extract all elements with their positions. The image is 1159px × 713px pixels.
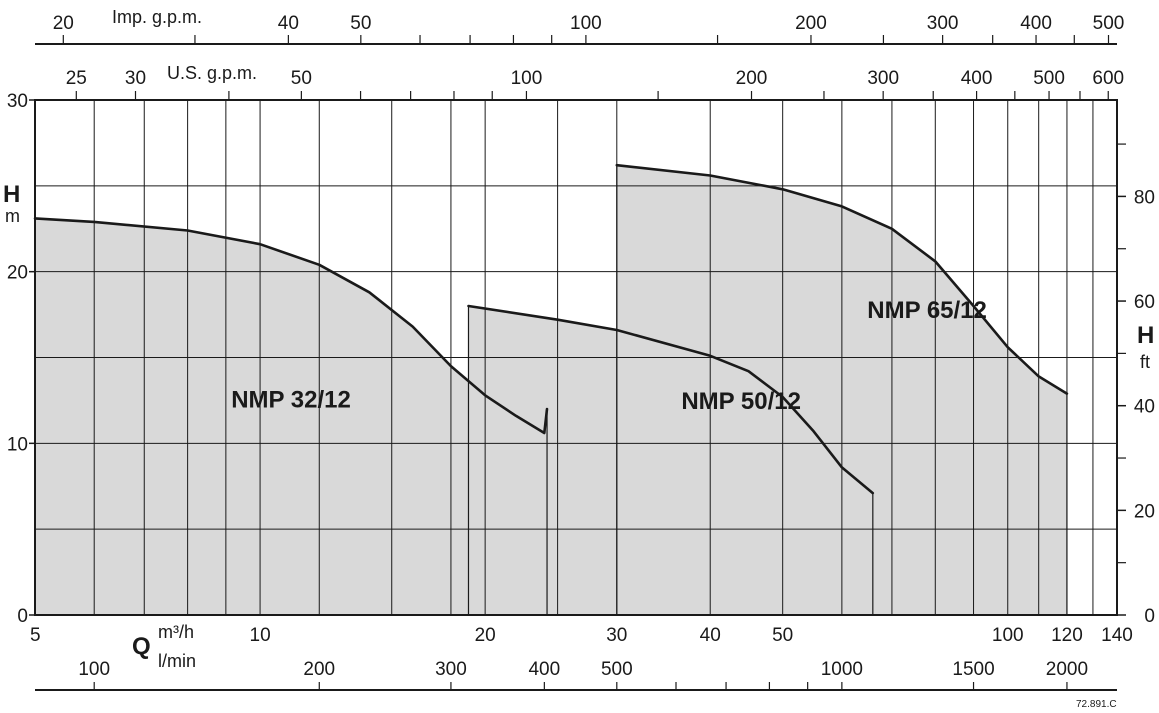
us-tick-30: 30 — [125, 68, 146, 89]
curve-line-1 — [467, 304, 875, 495]
imp-tick-20: 20 — [53, 13, 74, 34]
right-tick-60: 60 — [1134, 292, 1155, 313]
top-axis-imp-label: Imp. g.p.m. — [112, 7, 202, 27]
us-tick-300: 300 — [867, 68, 899, 89]
plot-frame — [34, 99, 1118, 616]
imp-tick-400: 400 — [1020, 13, 1052, 34]
left-axis-unit: m — [5, 206, 20, 226]
bottom-tick-50: 50 — [772, 625, 793, 646]
chart-labels: H m H ft Q m³/h l/min Imp. g.p.m. U.S. g… — [3, 7, 1154, 710]
left-tick-0: 0 — [17, 606, 28, 627]
us-tick-600: 600 — [1092, 68, 1124, 89]
imp-tick-50: 50 — [350, 13, 371, 34]
curve-label-0: NMP 32/12 — [231, 386, 351, 413]
imp-tick-200: 200 — [795, 13, 827, 34]
lmin-tick-1500: 1500 — [952, 659, 994, 680]
imp-tick-500: 500 — [1093, 13, 1125, 34]
bottom-tick-20: 20 — [475, 625, 496, 646]
lmin-tick-300: 300 — [435, 659, 467, 680]
lmin-tick-200: 200 — [303, 659, 335, 680]
lmin-tick-500: 500 — [601, 659, 633, 680]
right-tick-80: 80 — [1134, 187, 1155, 208]
right-tick-20: 20 — [1134, 501, 1155, 522]
area-0 — [35, 218, 547, 615]
left-axis-letter: H — [3, 181, 20, 208]
us-tick-200: 200 — [736, 68, 768, 89]
us-tick-500: 500 — [1033, 68, 1065, 89]
imp-tick-40: 40 — [278, 13, 299, 34]
curve-line-0 — [33, 217, 549, 435]
bottom-tick-140: 140 — [1101, 625, 1133, 646]
imp-tick-100: 100 — [570, 13, 602, 34]
right-axis-letter: H — [1137, 322, 1154, 349]
grid-lines — [34, 100, 1118, 615]
curve-line-2 — [615, 163, 1069, 395]
us-tick-50: 50 — [291, 68, 312, 89]
right-tick-0: 0 — [1144, 606, 1155, 627]
bottom-tick-10: 10 — [250, 625, 271, 646]
curve-label-1: NMP 50/12 — [681, 388, 801, 415]
bottom-axis-unit-m3h: m³/h — [158, 622, 194, 642]
left-tick-30: 30 — [7, 91, 28, 112]
curve-label-2: NMP 65/12 — [867, 297, 987, 324]
lmin-tick-2000: 2000 — [1046, 659, 1088, 680]
bottom-axis-unit-lmin: l/min — [158, 651, 196, 671]
bottom-tick-100: 100 — [992, 625, 1024, 646]
left-tick-20: 20 — [7, 263, 28, 284]
lmin-tick-1000: 1000 — [821, 659, 863, 680]
bottom-tick-5: 5 — [30, 625, 41, 646]
right-axis-unit: ft — [1140, 352, 1150, 372]
lmin-tick-400: 400 — [528, 659, 560, 680]
bottom-tick-120: 120 — [1051, 625, 1083, 646]
us-tick-25: 25 — [66, 68, 87, 89]
top-axis-us-label: U.S. g.p.m. — [167, 63, 257, 83]
left-tick-10: 10 — [7, 434, 28, 455]
lmin-tick-100: 100 — [78, 659, 110, 680]
bottom-axis-letter: Q — [132, 633, 151, 660]
us-tick-400: 400 — [961, 68, 993, 89]
curve-areas — [35, 165, 1067, 615]
us-tick-100: 100 — [511, 68, 543, 89]
imp-tick-300: 300 — [927, 13, 959, 34]
bottom-tick-40: 40 — [700, 625, 721, 646]
right-tick-40: 40 — [1134, 397, 1155, 418]
bottom-tick-30: 30 — [606, 625, 627, 646]
figure-code: 72.891.C — [1076, 699, 1117, 710]
